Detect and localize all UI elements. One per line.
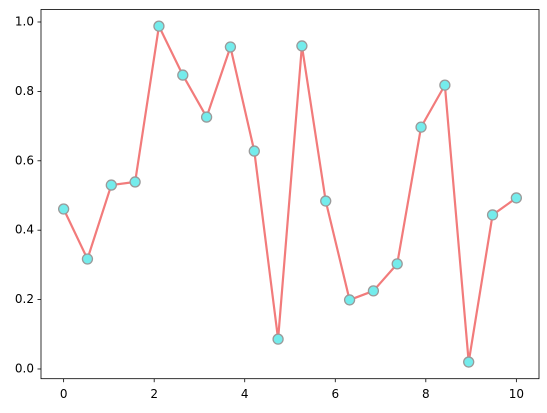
point [343, 294, 356, 306]
y-tick-label: 0.4 [15, 223, 34, 237]
point [153, 20, 165, 32]
y-tick-label: 1.0 [15, 14, 34, 28]
point [129, 176, 141, 188]
point [272, 333, 284, 345]
point [415, 121, 427, 133]
y-tick-label: 0.2 [15, 292, 34, 306]
x-tick-label: 4 [241, 387, 249, 401]
point [367, 285, 380, 297]
point [105, 179, 117, 191]
point [391, 258, 403, 270]
point [463, 356, 475, 368]
x-tick-label: 8 [422, 387, 430, 401]
point [320, 195, 332, 207]
point [200, 111, 213, 123]
point [439, 79, 451, 91]
point [81, 253, 94, 265]
line [62, 25, 518, 364]
point [177, 69, 189, 81]
x-tick-label: 10 [509, 387, 524, 401]
point [510, 192, 523, 204]
point [296, 40, 308, 52]
point [248, 145, 260, 157]
x-tick-label: 0 [60, 387, 68, 401]
point [57, 203, 70, 215]
y-tick-label: 0.8 [15, 84, 34, 98]
axes-frame [40, 9, 540, 380]
x-tick-label: 6 [331, 387, 339, 401]
point [486, 209, 499, 221]
point [224, 41, 237, 53]
y-tick-label: 0.0 [15, 361, 34, 375]
y-tick-label: 0.6 [15, 153, 34, 167]
x-tick-label: 2 [150, 387, 158, 401]
